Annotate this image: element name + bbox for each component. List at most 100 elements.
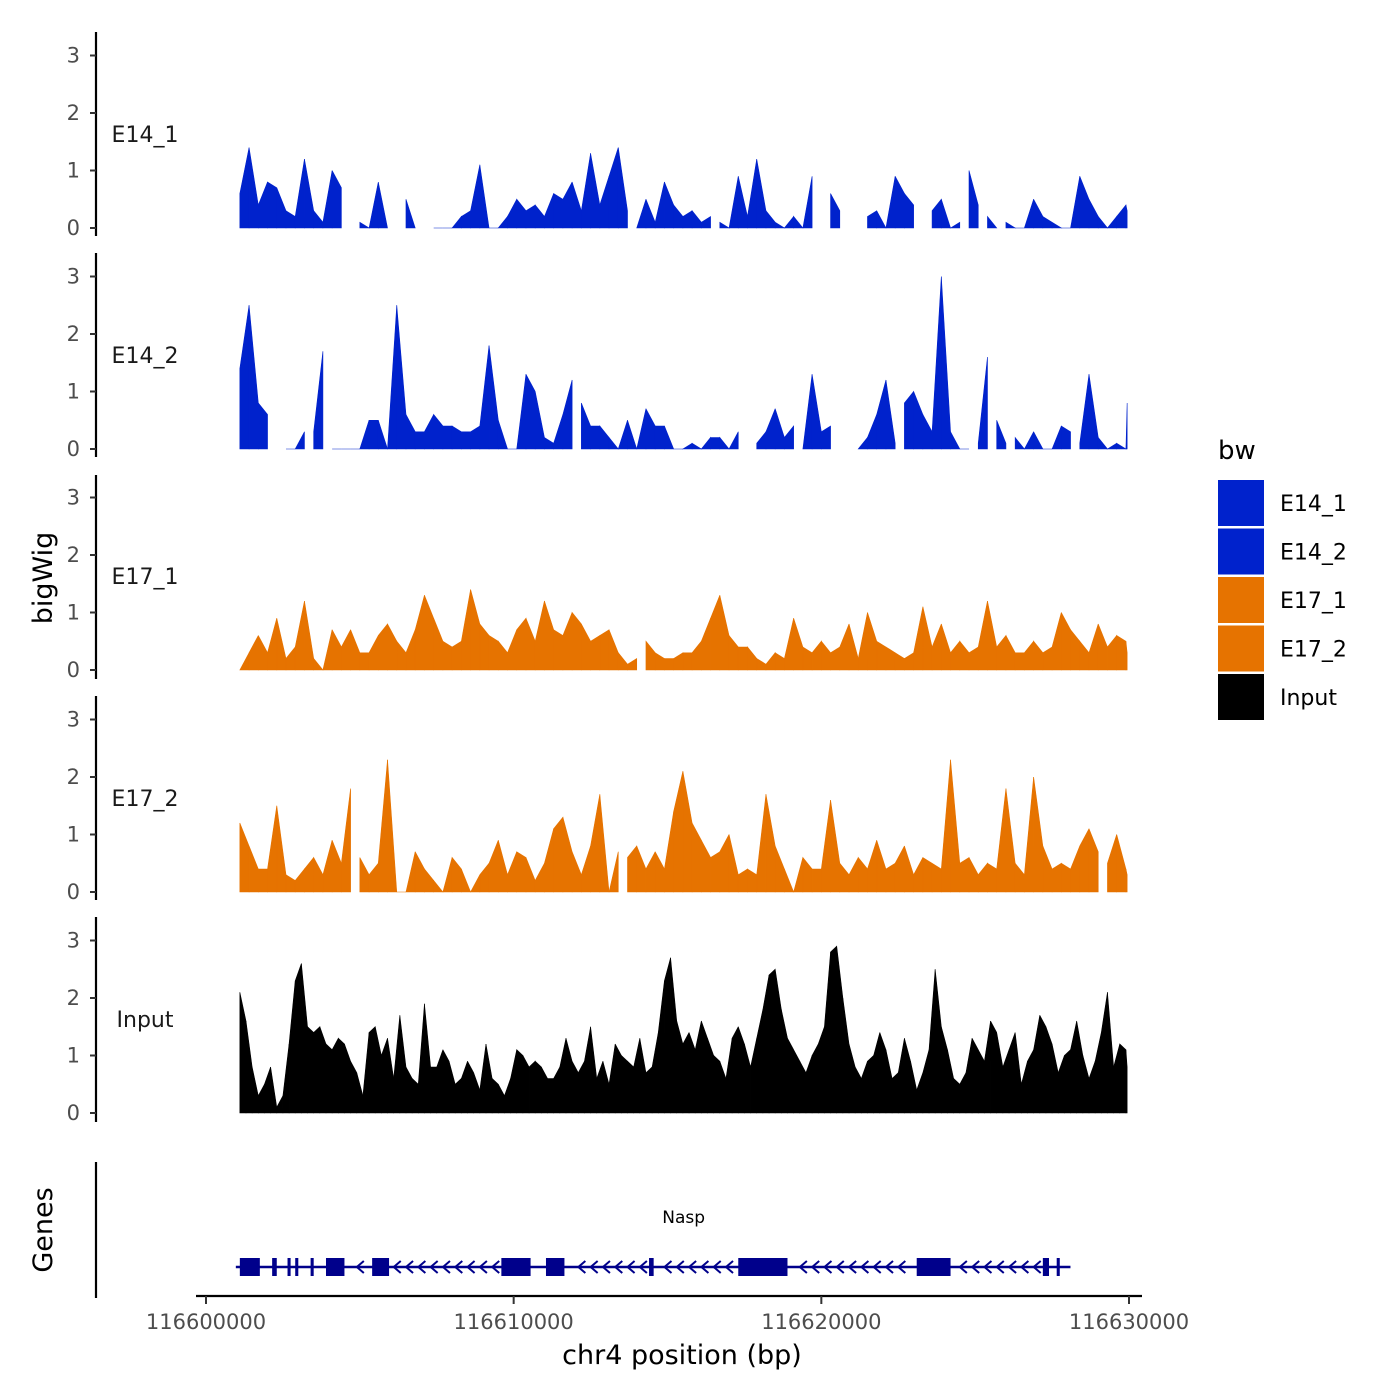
signal-bin <box>691 640 702 671</box>
signal-bin <box>931 198 942 229</box>
signal-bin <box>928 969 936 1114</box>
legend-keys: E14_1 E14_2 E17_1 E17_2 Input <box>1218 480 1347 720</box>
strand-arrow <box>404 1260 414 1274</box>
signal-bin <box>338 1037 345 1114</box>
signal-bin <box>867 210 878 229</box>
signal-bin <box>341 788 351 893</box>
gene-Nasp: Nasp <box>235 1208 1071 1276</box>
y-tick-label: 0 <box>67 437 80 461</box>
signal-bin <box>467 1061 474 1114</box>
signal-bin <box>857 436 868 450</box>
signal-bin <box>633 1038 641 1114</box>
signal-bin <box>285 646 296 671</box>
signal-bin <box>442 1049 450 1114</box>
signal-bin <box>737 176 748 229</box>
y-tick-label: 0 <box>67 1101 80 1125</box>
signal-bin <box>1061 612 1071 671</box>
signal-bin <box>664 957 671 1114</box>
signal-bin <box>479 164 490 229</box>
signal-bin <box>1023 431 1034 450</box>
signal-bin <box>1023 199 1034 229</box>
signal-bin <box>728 431 739 450</box>
y-tick-label: 3 <box>67 929 80 953</box>
signal-bin <box>737 646 748 671</box>
signal-bin <box>897 1038 905 1114</box>
signal-bin <box>239 147 250 229</box>
signal-bin <box>1005 635 1016 671</box>
gene-name-label: Nasp <box>662 1208 705 1228</box>
signal-bin <box>451 856 462 893</box>
signal-bin <box>590 425 601 450</box>
signal-bin <box>931 276 942 450</box>
signal-bin <box>821 640 831 671</box>
signal-bin <box>1070 628 1081 671</box>
signal-bin <box>725 1038 733 1114</box>
legend-title: bw <box>1218 436 1256 466</box>
signal-bin <box>922 1049 930 1114</box>
signal-bin <box>544 828 554 893</box>
signal-bin <box>356 1072 364 1114</box>
gene-exon <box>272 1258 277 1276</box>
signal-bin <box>270 1066 278 1114</box>
signal-bin <box>488 345 499 450</box>
signal-bin <box>913 857 924 893</box>
legend-key-swatch <box>1218 674 1264 720</box>
signal-bin <box>590 1026 598 1114</box>
signal-bin <box>470 425 481 450</box>
signal-bin <box>313 351 324 450</box>
signal-bin <box>765 408 776 450</box>
signal-bin <box>451 425 462 450</box>
signal-bin <box>322 629 333 671</box>
y-tick-label: 0 <box>67 880 80 904</box>
signal-bin <box>787 1038 794 1114</box>
strand-arrow <box>859 1260 870 1274</box>
signal-bin <box>497 1084 505 1114</box>
signal-bin <box>941 623 951 671</box>
signal-bin <box>553 816 564 893</box>
signal-bin <box>368 635 379 671</box>
signal-bin <box>565 1038 573 1114</box>
signal-bin <box>774 845 785 893</box>
signal-bin <box>534 600 545 671</box>
signal-bin <box>700 436 711 450</box>
signal-bin <box>553 1066 561 1114</box>
signal-bin <box>562 379 573 450</box>
signal-bin <box>654 425 665 450</box>
signal-bin <box>996 420 1007 450</box>
signal-bin <box>1113 1043 1121 1114</box>
signal-bin <box>737 1026 745 1114</box>
signal-bin <box>802 646 813 671</box>
strand-arrow <box>699 1260 710 1274</box>
signal-bin <box>1024 776 1034 893</box>
signal-bin <box>294 868 305 893</box>
signal-bin <box>913 606 924 671</box>
x-tick-label: 116630000 <box>1069 1310 1189 1334</box>
signal-bin <box>836 946 844 1114</box>
signal-bin <box>608 1043 616 1114</box>
signal-bin <box>608 851 619 893</box>
strand-arrow <box>1032 1260 1042 1274</box>
signal-bin <box>424 595 434 671</box>
signal-bin <box>239 822 250 893</box>
signal-bin <box>562 817 573 893</box>
signal-bin <box>454 1077 462 1114</box>
signal-bin <box>614 1043 622 1114</box>
strand-arrow <box>392 1260 402 1274</box>
signal-bin <box>1070 845 1081 893</box>
signal-bin <box>288 980 296 1114</box>
y-tick-label: 2 <box>67 101 80 125</box>
legend-key-swatch <box>1218 528 1264 575</box>
signal-bin <box>719 1061 727 1114</box>
signal-bin <box>368 862 379 893</box>
signal-bin <box>645 1066 653 1114</box>
signal-bin <box>405 414 416 450</box>
signal-bin <box>442 640 453 671</box>
signal-bin <box>867 1054 874 1114</box>
gene-exon <box>545 1258 565 1276</box>
signal-bin <box>959 1072 967 1114</box>
signal-bin <box>1061 425 1071 450</box>
signal-bin <box>670 957 678 1114</box>
signal-bin <box>774 408 785 450</box>
signal-bin <box>528 1060 536 1114</box>
signal-bin <box>368 181 379 229</box>
